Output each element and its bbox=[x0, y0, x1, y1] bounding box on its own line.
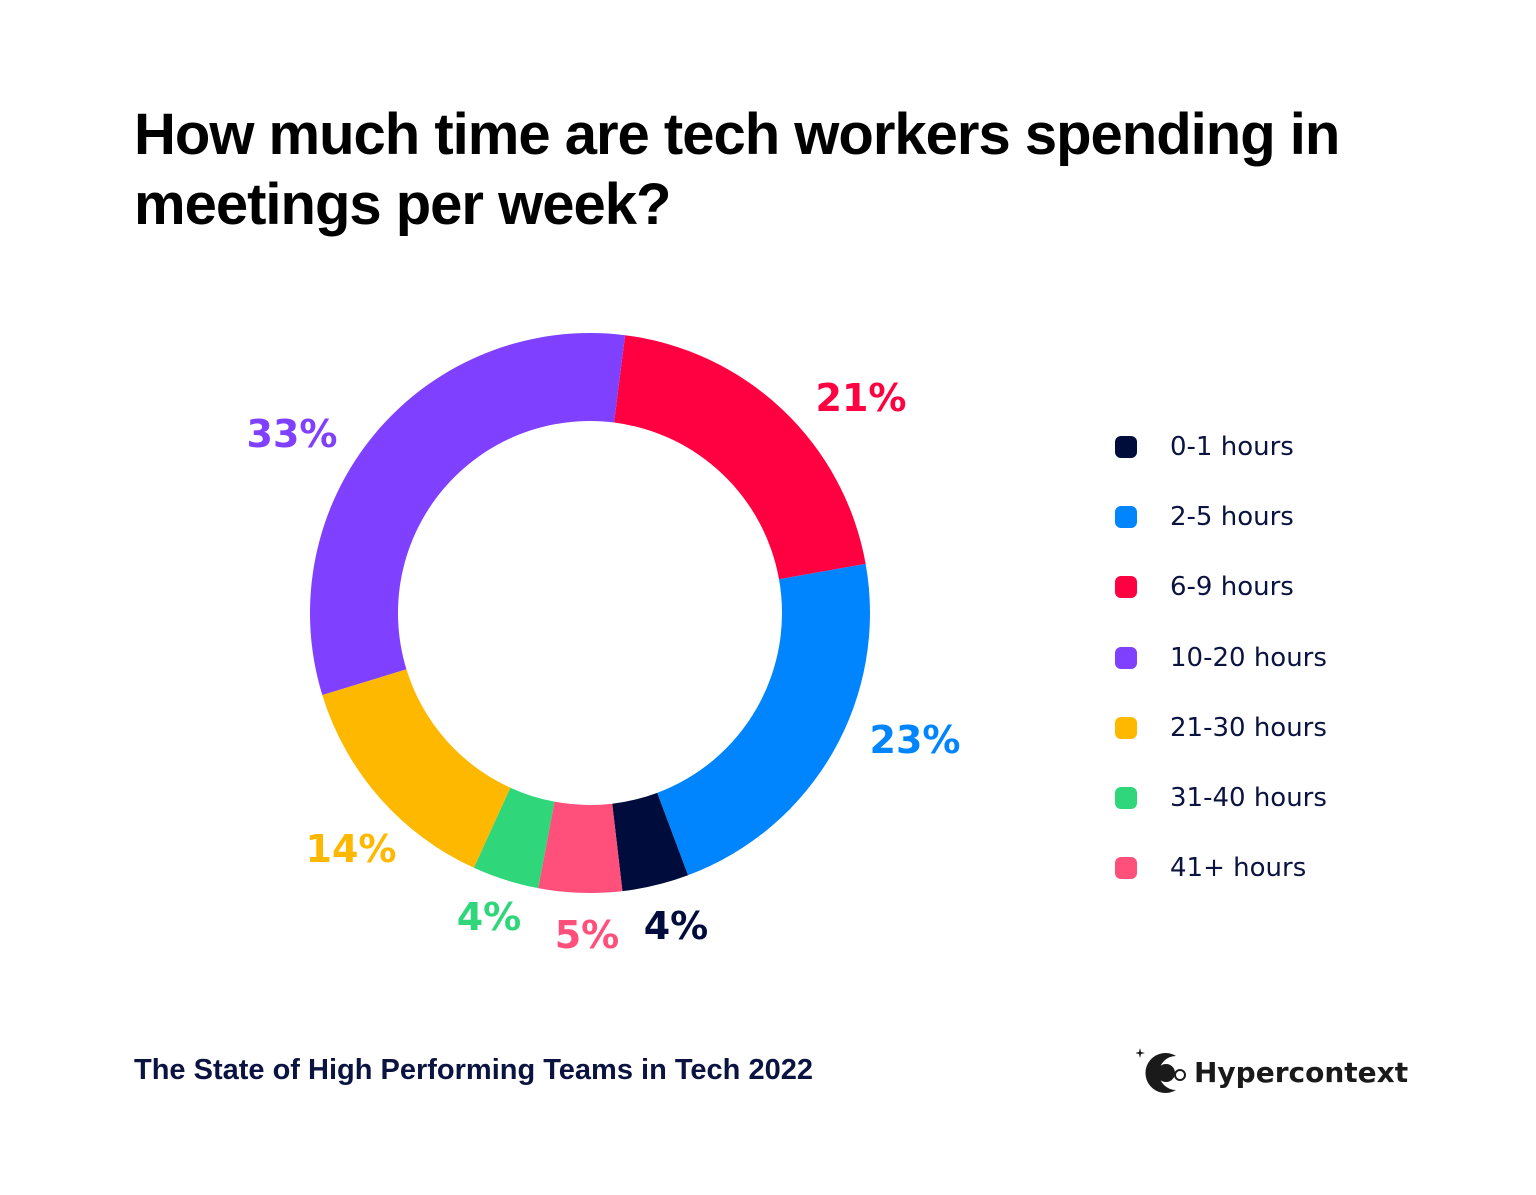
brand-logo: Hypercontext bbox=[1136, 1046, 1408, 1098]
legend-label: 0-1 hours bbox=[1170, 432, 1294, 463]
chart-title: How much time are tech workers spending … bbox=[134, 102, 1340, 237]
data-label: 5% bbox=[555, 913, 620, 957]
legend-label: 10-20 hours bbox=[1170, 642, 1327, 673]
slice-21-30-hours bbox=[322, 669, 511, 868]
legend-label: 21-30 hours bbox=[1170, 712, 1327, 743]
slice-2-5-hours bbox=[657, 563, 870, 876]
slice-10-20-hours bbox=[309, 333, 626, 696]
legend-label: 6-9 hours bbox=[1170, 572, 1294, 603]
legend-swatch bbox=[1115, 857, 1137, 880]
legend-item: 41+ hours bbox=[1115, 833, 1327, 903]
slice-31-40-hours bbox=[473, 787, 555, 889]
legend-item: 2-5 hours bbox=[1115, 482, 1327, 552]
legend-swatch bbox=[1115, 436, 1137, 459]
legend-swatch bbox=[1115, 787, 1137, 810]
brand-name: Hypercontext bbox=[1194, 1055, 1409, 1089]
legend-label: 31-40 hours bbox=[1170, 783, 1327, 814]
slice-0-1-hours bbox=[612, 792, 689, 892]
legend-item: 0-1 hours bbox=[1115, 412, 1327, 482]
legend-item: 10-20 hours bbox=[1115, 623, 1327, 693]
slice-6-9-hours bbox=[614, 335, 866, 580]
data-label: 4% bbox=[457, 895, 522, 939]
data-label: 23% bbox=[870, 718, 961, 762]
hypercontext-logo-icon bbox=[1136, 1048, 1186, 1093]
data-label: 14% bbox=[306, 827, 397, 871]
legend-swatch bbox=[1115, 576, 1137, 599]
legend: 0-1 hours 2-5 hours 6-9 hours 10-20 hours 21… bbox=[1115, 412, 1327, 903]
legend-swatch bbox=[1115, 646, 1137, 669]
legend-item: 31-40 hours bbox=[1115, 763, 1327, 833]
legend-swatch bbox=[1115, 506, 1137, 529]
data-label: 33% bbox=[247, 412, 338, 456]
legend-item: 21-30 hours bbox=[1115, 693, 1327, 763]
legend-label: 41+ hours bbox=[1170, 853, 1307, 884]
data-label: 21% bbox=[816, 376, 907, 420]
data-label: 4% bbox=[644, 904, 709, 948]
legend-swatch bbox=[1115, 716, 1137, 739]
slice-41-hours bbox=[538, 801, 623, 893]
legend-label: 2-5 hours bbox=[1170, 502, 1294, 533]
legend-item: 6-9 hours bbox=[1115, 552, 1327, 622]
source-caption: The State of High Performing Teams in Te… bbox=[134, 1054, 813, 1086]
